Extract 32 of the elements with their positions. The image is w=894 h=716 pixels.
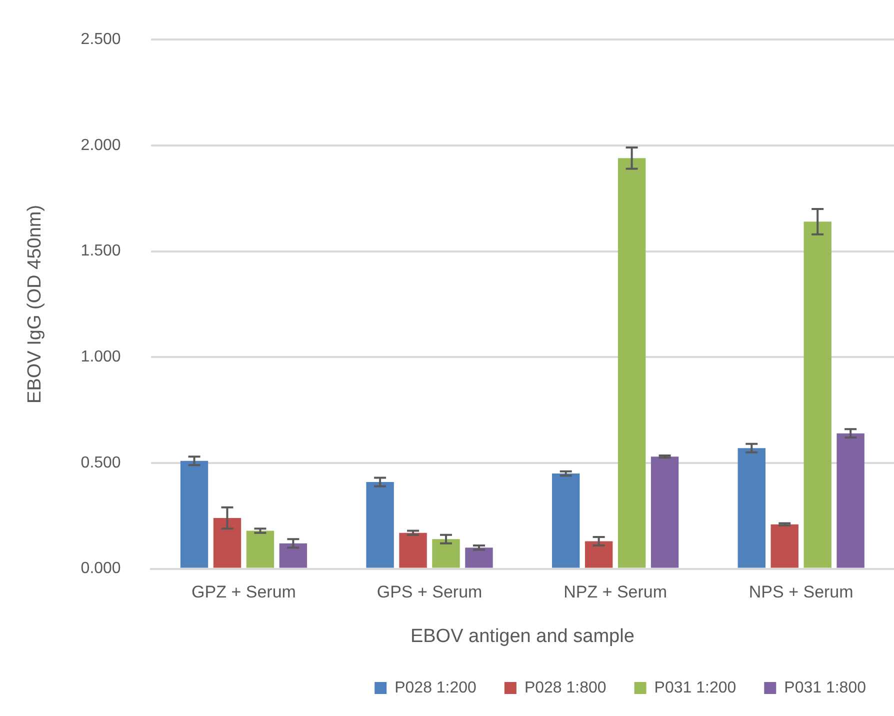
bar: [552, 474, 580, 568]
x-tick-label: GPS + Serum: [376, 582, 482, 602]
bar: [213, 518, 242, 568]
bar: [836, 433, 864, 568]
y-axis-title: EBOV IgG (OD 450nm): [24, 204, 46, 404]
bar: [432, 539, 460, 568]
bar: [246, 530, 274, 568]
bar: [770, 524, 798, 568]
x-axis-title: EBOV antigen and sample: [410, 626, 634, 647]
bar: [618, 158, 646, 568]
y-tick-label: 2.000: [80, 136, 121, 154]
y-tick-label: 1.000: [80, 348, 121, 366]
bar: [738, 448, 766, 568]
x-tick-label: GPZ + Serum: [192, 582, 296, 602]
x-tick-label: NPZ + Serum: [564, 582, 668, 602]
bar: [804, 222, 832, 568]
bar: [366, 482, 394, 568]
bar: [584, 541, 613, 568]
bar: [279, 543, 308, 568]
y-tick-label: 2.500: [80, 31, 121, 48]
bar: [465, 548, 493, 568]
y-tick-label: 0.000: [80, 560, 121, 578]
legend-label: P028 1:200: [394, 679, 477, 696]
bar: [399, 532, 427, 568]
legend-label: P031 1:800: [784, 679, 866, 696]
bar: [650, 456, 679, 568]
legend-label: P028 1:800: [524, 679, 606, 696]
x-tick-label: NPS + Serum: [748, 582, 854, 602]
y-tick-label: 1.500: [80, 242, 121, 260]
y-tick-label: 0.500: [80, 454, 121, 472]
bar: [180, 460, 208, 568]
legend-label: P031 1:200: [654, 679, 736, 696]
